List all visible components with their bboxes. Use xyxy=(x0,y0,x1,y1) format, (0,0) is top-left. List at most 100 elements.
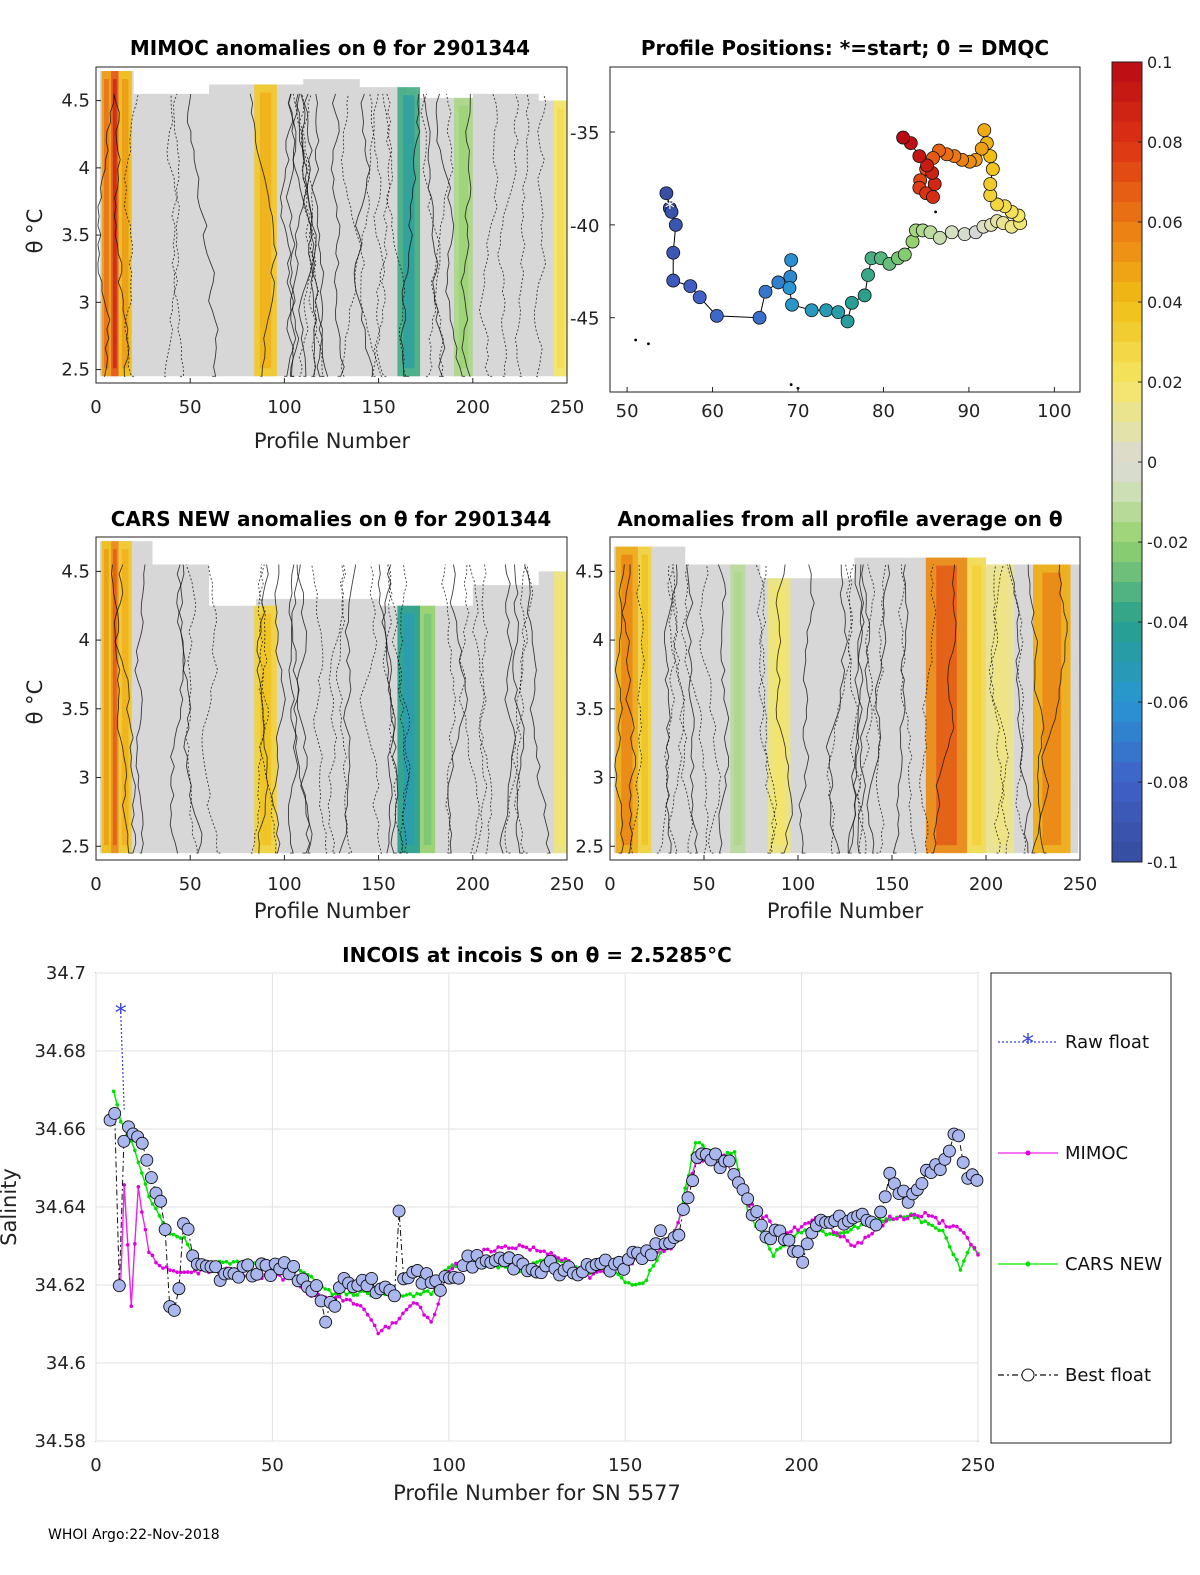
salinity-y-tick-label-6: 34.7 xyxy=(46,963,86,984)
contour-line-15 xyxy=(534,93,547,377)
cars-new-point xyxy=(697,1140,702,1145)
mimoc-point xyxy=(510,1246,515,1250)
mimoc-point xyxy=(676,1220,680,1225)
profile-position-marker xyxy=(977,123,992,138)
best-float-marker xyxy=(782,1233,796,1247)
contour-line-17 xyxy=(123,93,139,377)
legend-label-3: Best float xyxy=(1065,1365,1151,1386)
positions-panel-title: Profile Positions: *=start; 0 = DMQC xyxy=(641,36,1049,60)
all-profile-panel-title: Anomalies from all profile average on θ xyxy=(617,507,1062,531)
best-float-marker xyxy=(209,1260,223,1274)
mimoc-point xyxy=(866,1234,871,1238)
legend-box xyxy=(990,972,1172,1444)
contour-line-1 xyxy=(359,564,383,854)
profile-position-marker xyxy=(664,204,679,219)
profile-position-marker xyxy=(920,158,934,173)
mimoc-point xyxy=(556,1256,560,1260)
contour-line-29 xyxy=(514,93,530,377)
cars-new-point xyxy=(693,1141,698,1145)
anomaly-band-core-4 xyxy=(403,95,415,369)
colorbar-segment xyxy=(1112,642,1142,663)
cars-new-point xyxy=(630,1283,635,1287)
contour-line-32 xyxy=(400,93,421,377)
cars-new-point xyxy=(937,1228,941,1233)
contour-line-14 xyxy=(186,93,219,377)
cars-new-point xyxy=(133,1148,137,1153)
cars-new-point xyxy=(298,1269,303,1273)
cars-new-point xyxy=(845,1230,850,1234)
contour-line-18 xyxy=(284,93,296,377)
y-tick-label-4: 4.5 xyxy=(61,561,90,582)
cars-new-point xyxy=(778,1246,783,1250)
y-tick-label-2: 3.5 xyxy=(61,225,90,246)
x-tick-label-5: 250 xyxy=(550,397,584,418)
cars-new-point xyxy=(411,1294,416,1299)
colorbar-tick-label-9: -0.08 xyxy=(1147,773,1188,792)
contour-line-17 xyxy=(185,564,199,854)
cars-new-point xyxy=(182,1235,186,1240)
colorbar-segment xyxy=(1112,262,1142,283)
salinity-x-tick-label-2: 100 xyxy=(432,1455,466,1476)
mimoc-point xyxy=(157,1263,162,1268)
colorbar-tick-label-8: -0.06 xyxy=(1147,693,1188,712)
x-tick-label-5: 250 xyxy=(1063,874,1097,895)
cars-new-point xyxy=(919,1220,924,1225)
contour-line-13 xyxy=(872,564,887,854)
cars-new-point xyxy=(725,1150,730,1155)
contour-line-27 xyxy=(397,564,411,854)
mimoc-point xyxy=(559,1258,564,1263)
mimoc-anomaly-panel: MIMOC anomalies on θ for 2901344 0 50 100 1… xyxy=(23,36,584,453)
profile-position-marker xyxy=(692,290,707,305)
mimoc-point xyxy=(845,1238,850,1243)
best-float-marker xyxy=(970,1173,984,1187)
contour-line-21 xyxy=(699,564,722,854)
profile-position-marker xyxy=(683,279,698,294)
cars-new-point xyxy=(637,1281,642,1286)
cars-new-point xyxy=(820,1229,825,1233)
map-x-tick-label-4: 90 xyxy=(957,401,980,422)
mimoc-point xyxy=(415,1301,419,1306)
plot-frame xyxy=(609,536,1081,861)
x-tick-label-2: 100 xyxy=(267,397,301,418)
anomaly-band-core-1 xyxy=(112,549,117,846)
anomaly-band-core-0 xyxy=(104,79,109,369)
contour-line-32 xyxy=(338,564,357,854)
best-float-marker xyxy=(791,1245,805,1259)
cars-new-point xyxy=(701,1143,705,1147)
profile-position-marker xyxy=(819,303,834,318)
mimoc-point xyxy=(154,1260,158,1265)
anomaly-band-core-2 xyxy=(121,549,129,846)
mimoc-point xyxy=(506,1246,511,1250)
mimoc-point xyxy=(951,1224,956,1228)
colorbar-segment xyxy=(1112,522,1142,543)
anomaly-band-core-2 xyxy=(734,572,742,846)
y-tick-label-2: 3.5 xyxy=(575,699,604,720)
y-tick-label-0: 2.5 xyxy=(575,836,604,857)
mimoc-point xyxy=(598,1269,603,1273)
y-tick-label-0: 2.5 xyxy=(61,836,90,857)
anomaly-band-core-7 xyxy=(1042,572,1062,846)
profile-position-marker xyxy=(666,245,681,260)
contour-line-16 xyxy=(447,564,468,854)
all-profile-heatmap: 0 50 100 150 200 250 2.5 3 3.5 4 4.5 xyxy=(575,536,1097,895)
mimoc-point xyxy=(432,1312,437,1317)
mimoc-point xyxy=(835,1231,839,1235)
contour-line-4 xyxy=(663,564,678,854)
legend-marker-2 xyxy=(1025,1261,1031,1267)
legend-marker-0: * xyxy=(1022,1029,1034,1057)
map-x-tick-label-2: 70 xyxy=(787,401,810,422)
mimoc-point xyxy=(976,1253,980,1257)
colorbar-segment xyxy=(1112,162,1142,183)
x-tick-label-0: 0 xyxy=(604,874,615,895)
colorbar-segment xyxy=(1112,402,1142,423)
best-float-marker xyxy=(310,1279,323,1293)
cars-new-point xyxy=(365,1291,370,1296)
cars-new-point xyxy=(729,1151,733,1156)
mimoc-point xyxy=(895,1216,899,1221)
contour-line-33 xyxy=(201,564,221,854)
mimoc-point xyxy=(369,1318,373,1322)
colorbar-segment xyxy=(1112,322,1142,343)
colorbar-segment xyxy=(1112,202,1142,223)
mimoc-point xyxy=(372,1323,377,1328)
contour-line-31 xyxy=(826,564,853,854)
